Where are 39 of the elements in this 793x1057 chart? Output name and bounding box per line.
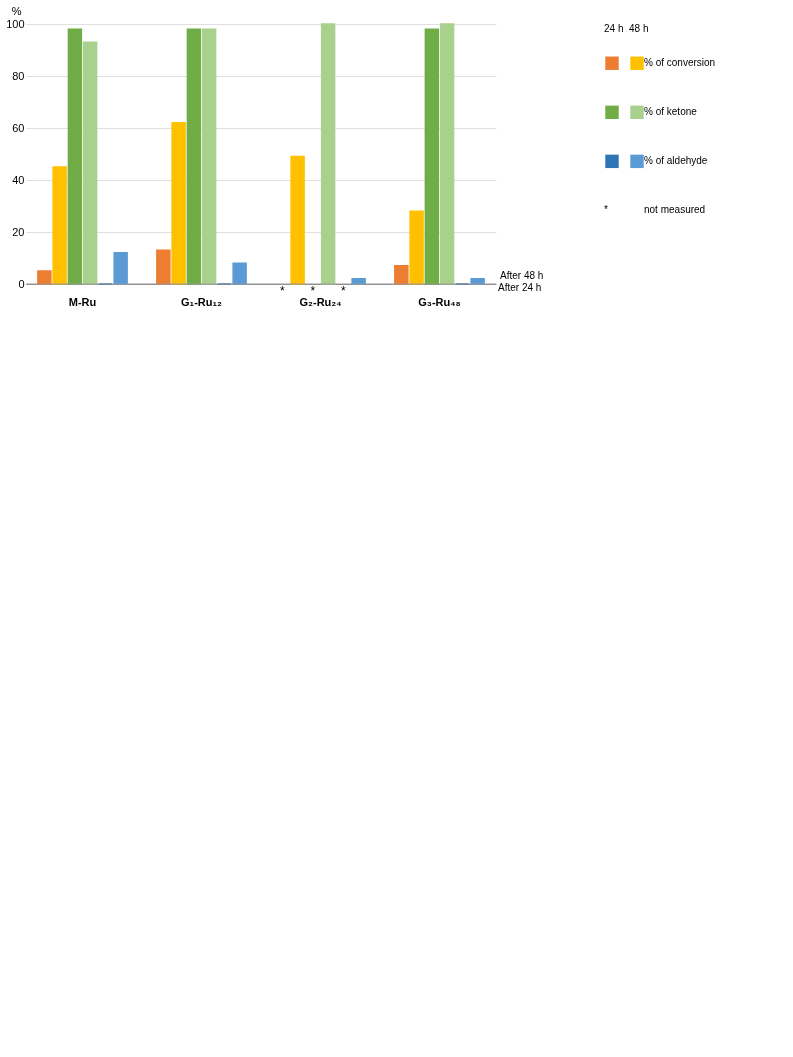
bar	[394, 265, 409, 285]
legend-label: % of conversion	[644, 57, 716, 69]
legend-label: % of aldehyde	[644, 155, 708, 167]
y-tick-label: 100	[6, 17, 25, 30]
y-tick-label: 20	[12, 225, 25, 238]
bar	[409, 210, 424, 285]
text: After 48 h	[500, 270, 544, 281]
x-tick-label: M-Ru	[68, 295, 97, 308]
bar	[186, 28, 202, 285]
bar	[320, 23, 336, 285]
text: not measured	[644, 204, 706, 216]
bar	[82, 41, 98, 285]
y-axis-title: %	[11, 4, 22, 17]
legend-label: % of ketone	[644, 106, 698, 118]
y-tick-label: 60	[12, 121, 25, 134]
bar	[52, 166, 67, 285]
y-tick-label: 80	[12, 69, 25, 82]
bar	[424, 28, 440, 285]
bar	[171, 122, 186, 285]
bar	[290, 155, 305, 285]
text: 24 h	[604, 22, 624, 34]
x-tick-label: G₂-Ru₂₄	[299, 295, 342, 308]
x-tick-label: G₃-Ru₄₈	[418, 295, 461, 308]
text: *	[310, 284, 316, 298]
bar	[439, 23, 455, 285]
y-tick-label: 0	[18, 277, 25, 290]
bar	[232, 262, 247, 285]
text: After 24 h	[498, 282, 542, 293]
y-tick-label: 40	[12, 173, 25, 186]
bar	[37, 270, 52, 285]
text: *	[341, 284, 346, 298]
bar	[156, 249, 171, 285]
bar	[67, 28, 83, 285]
bar	[201, 28, 217, 285]
x-tick-label: G₁-Ru₁₂	[181, 295, 223, 308]
bar	[113, 252, 128, 285]
text: 48 h	[629, 22, 649, 34]
annotation: *	[280, 284, 286, 298]
text: *	[604, 204, 608, 216]
